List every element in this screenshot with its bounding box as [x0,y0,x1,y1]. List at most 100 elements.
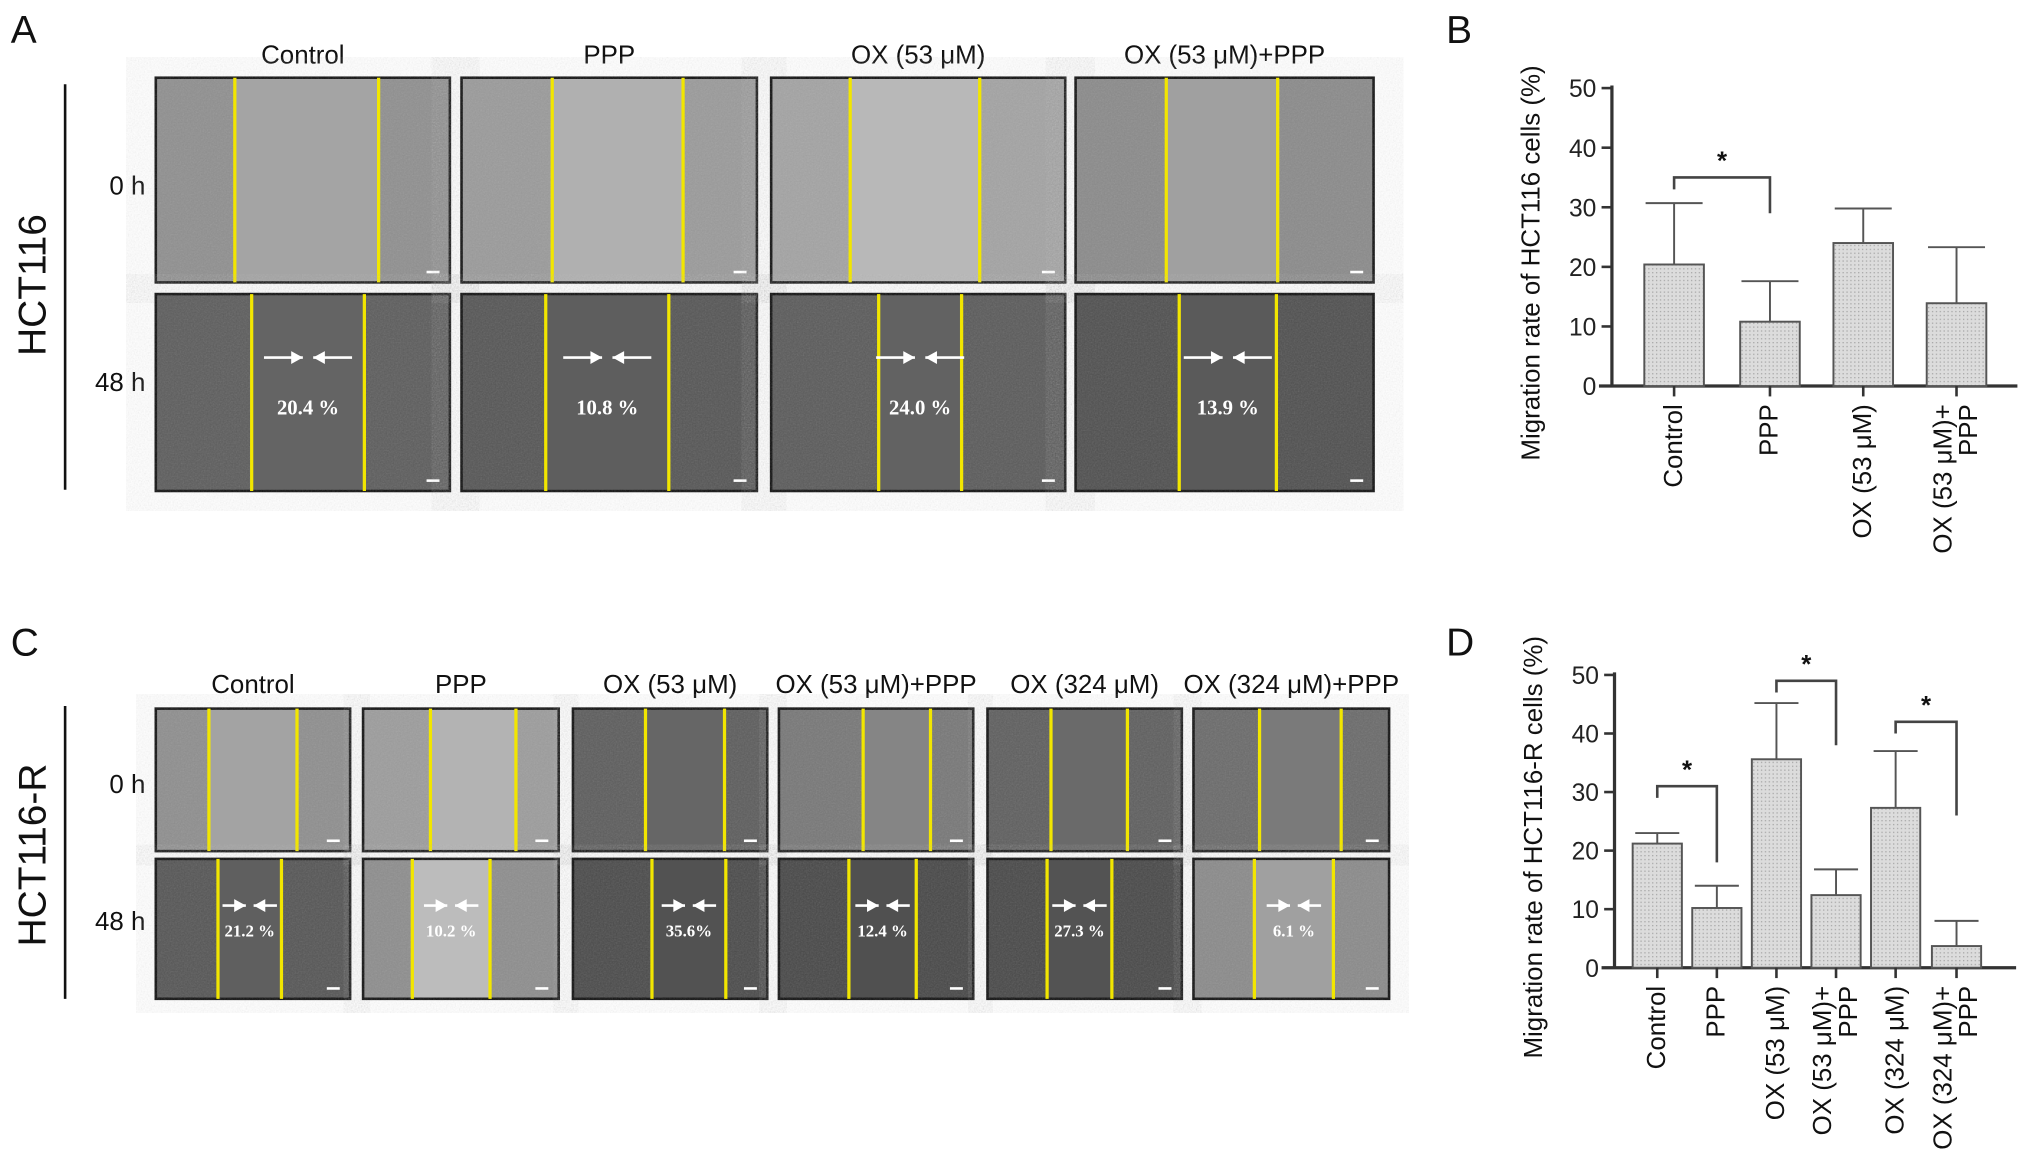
significance-star: * [1717,148,1728,176]
wound-area [208,709,298,850]
arrowhead-icon [1063,899,1076,913]
wound-area [1179,295,1277,490]
panel-letter-c: C [11,622,39,665]
migration-percentage: 13.9 % [1197,398,1259,420]
bar [1925,302,1988,388]
y-tick-label: 0 [1583,374,1597,401]
row-label-48h: 48 h [95,908,145,936]
x-tick-label: PPP [1955,986,1983,1038]
x-tick-label: PPP [1955,404,1983,456]
x-tick-label: OX (53 μM)+ [1809,986,1837,1135]
arrowhead-icon [886,899,899,913]
arrowhead-icon [590,351,603,365]
y-axis-label: Migration rate of HCT116-R cells (%) [1520,636,1548,1059]
wound-area [1254,860,1334,998]
arrowhead-icon [692,899,705,913]
condition-title: OX (324 μM) [1010,671,1159,699]
y-tick-label: 0 [1585,956,1599,983]
bar [1930,945,1983,969]
migration-percentage: 20.4 % [277,398,339,420]
significance-star: * [1682,756,1693,784]
migration-percentage: 35.6% [666,922,712,941]
arrowhead-icon [925,351,937,365]
significance-star: * [1921,692,1932,720]
x-tick-label: Control [1660,404,1688,487]
migration-percentage: 12.4 % [857,922,907,941]
condition-title: OX (53 μM)+PPP [775,671,976,699]
panel-d-chart: Migration rate of HCT116-R cells (%) 0 10 2… [1520,636,2017,1150]
wound-area [850,79,980,282]
arrowhead-icon [1297,899,1310,913]
y-tick-label: 20 [1569,255,1596,282]
row-label-0h: 0 h [109,771,145,799]
wound-area [217,860,282,998]
wound-area [863,709,931,850]
wound-area [1047,860,1112,998]
panel-letter-a: A [11,9,37,52]
arrowhead-icon [1210,351,1223,365]
x-tick-label: OX (53 μM)+ [1929,404,1957,553]
y-tick-label: 40 [1569,136,1596,163]
y-tick-label: 30 [1569,195,1596,222]
condition-title: OX (53 μM) [603,671,737,699]
migration-percentage: 6.1 % [1273,922,1315,941]
wound-area [251,295,365,490]
x-tick-label: OX (324 μM) [1881,986,1909,1135]
bar [1643,263,1705,388]
wound-area [234,79,379,282]
condition-title: Control [211,671,294,699]
bar [1810,894,1862,969]
migration-percentage: 24.0 % [889,398,951,420]
y-tick-label: 20 [1572,839,1599,866]
panel-letter-b: B [1446,9,1472,52]
bar [1631,842,1683,969]
x-tick-label: PPP [1835,986,1863,1038]
arrowhead-icon [1278,899,1290,913]
panel-c-micrographs: HCT116-R 0 h 48 h Control 21.2 % PPP 10.2 % OX … [12,671,1399,1001]
bar [1691,907,1743,969]
arrowhead-icon [867,899,879,913]
significance-bracket [1894,720,1958,816]
migration-percentage: 27.3 % [1054,922,1104,941]
wound-area [1259,709,1342,850]
condition-title: PPP [435,671,487,699]
arrowhead-icon [1083,899,1096,913]
panel-b-chart: Migration rate of HCT116 cells (%) 0 10 20 3… [1517,65,2018,554]
wound-area [645,709,725,850]
bar [1832,242,1895,388]
arrowhead-icon [455,899,467,913]
arrowhead-icon [673,899,686,913]
significance-bracket [1655,784,1719,863]
condition-title: OX (53 μM) [851,41,985,69]
x-tick-label: OX (324 μM)+ [1929,986,1957,1150]
arrowhead-icon [903,351,915,365]
row-label-48h: 48 h [95,369,145,397]
condition-title: Control [261,41,344,69]
cell-line-label: HCT116-R [12,764,55,947]
arrowhead-icon [253,899,266,913]
row-label-0h: 0 h [109,172,145,200]
y-tick-label: 50 [1569,76,1596,103]
panel-a-micrographs: HCT116 0 h 48 h Control 20.4 % PPP 10.8 % OX (5… [12,41,1375,493]
y-tick-label: 10 [1569,315,1596,342]
arrowhead-icon [1232,351,1245,365]
wound-area [651,860,726,998]
panel-letter-d: D [1446,622,1474,665]
x-tick-label: PPP [1756,404,1784,456]
migration-percentage: 10.8 % [576,398,638,420]
migration-percentage: 10.2 % [426,922,476,941]
wound-area [552,79,684,282]
wound-area [1166,79,1278,282]
arrowhead-icon [612,351,625,365]
bar [1739,320,1801,388]
y-tick-label: 10 [1572,897,1599,924]
y-tick-label: 40 [1572,722,1599,749]
condition-title: OX (324 μM)+PPP [1183,671,1399,699]
bar [1870,806,1922,969]
migration-percentage: 21.2 % [224,922,274,941]
condition-title: OX (53 μM)+PPP [1124,41,1325,69]
x-tick-label: Control [1643,986,1671,1069]
significance-bracket [1672,176,1772,214]
arrowhead-icon [291,351,303,365]
